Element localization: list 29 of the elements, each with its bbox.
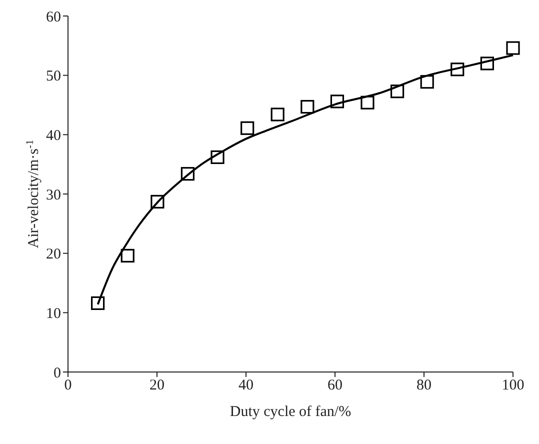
y-tick-label: 50 <box>46 68 61 85</box>
point <box>330 94 344 108</box>
y-tick-label: 40 <box>46 128 61 144</box>
x-tick-label: 80 <box>416 378 432 394</box>
point <box>300 100 314 114</box>
point <box>210 150 224 164</box>
x-tick-label: 40 <box>238 378 254 394</box>
point <box>120 248 134 263</box>
point <box>390 84 404 98</box>
x-tick-label: 100 <box>502 378 524 394</box>
point <box>450 62 464 76</box>
x-tick-label: 60 <box>328 378 342 394</box>
point <box>360 96 374 110</box>
point <box>240 121 254 135</box>
x-tick-label: 20 <box>150 378 164 394</box>
point <box>480 56 494 70</box>
point <box>420 75 434 89</box>
y-tick-label: 60 <box>46 9 61 26</box>
point <box>180 167 195 181</box>
point <box>150 194 164 209</box>
x-tick-label: 0 <box>64 378 72 394</box>
y-tick-label: 10 <box>46 306 61 322</box>
point <box>506 41 520 55</box>
point <box>91 296 105 310</box>
y-tick-label: 30 <box>46 187 61 204</box>
y-tick-label: 0 <box>54 365 61 382</box>
x-axis-title: Duty cycle of fan/% <box>230 404 352 420</box>
y-tick-label: 20 <box>46 246 61 263</box>
point <box>270 108 284 122</box>
